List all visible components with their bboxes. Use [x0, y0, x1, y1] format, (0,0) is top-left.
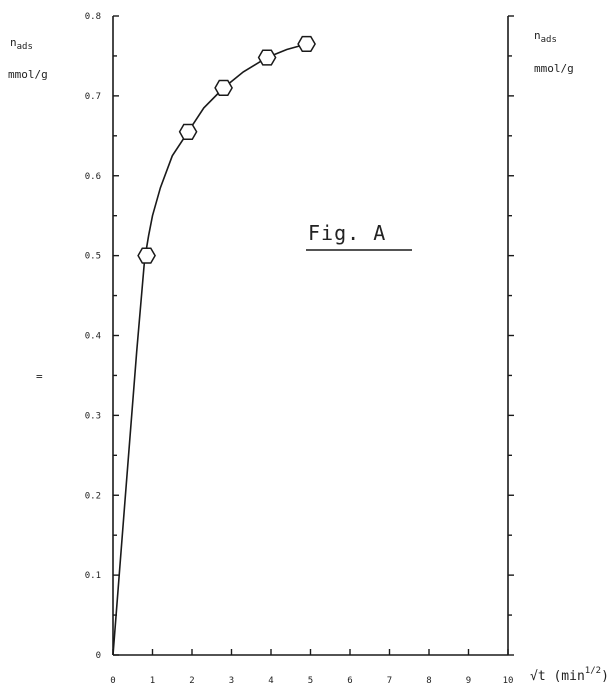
x-tick-label: 5 — [308, 676, 313, 685]
x-tick-label: 10 — [503, 676, 514, 685]
y-ticks-right — [508, 15, 514, 656]
data-point — [178, 123, 198, 140]
x-tick-label: 1 — [150, 676, 155, 685]
x-tick-label: 2 — [189, 676, 194, 685]
y-label-right-main: n — [534, 29, 541, 42]
y-tick-label: 0 — [96, 651, 101, 661]
y-label-right-sub: ads — [541, 35, 557, 45]
x-label-prefix: √t (min — [530, 669, 585, 684]
data-point — [297, 35, 316, 53]
x-tick-label: 7 — [387, 676, 392, 685]
y-tick-label: 0.2 — [85, 491, 101, 501]
y-tick-label: 0.8 — [85, 12, 101, 22]
x-tick-label: 0 — [110, 676, 115, 685]
y-axis-unit-right: mmol/g — [534, 62, 574, 75]
x-tick-label: 9 — [466, 676, 471, 685]
y-tick-label: 0.6 — [85, 172, 101, 182]
x-tick-label: 6 — [347, 676, 352, 685]
x-tick-label: 4 — [268, 676, 273, 685]
y-label-left-sub: ads — [17, 42, 33, 52]
y-label-left-main: n — [10, 36, 17, 49]
data-point — [214, 79, 233, 96]
x-axis-label: √t (min1/2) — [530, 666, 609, 684]
y-tick-label: 0.4 — [85, 332, 101, 342]
x-label-suffix: ) — [601, 669, 609, 684]
y-tick-label: 0.3 — [85, 411, 101, 421]
y-axis-label-right: nads — [534, 29, 557, 45]
y-tick-label: 0.1 — [85, 571, 101, 581]
stray-mark: = — [36, 370, 43, 383]
data-points — [137, 35, 316, 264]
x-tick-label: 8 — [426, 676, 431, 685]
y-tick-label: 0.5 — [85, 252, 101, 262]
x-tick-label: 3 — [229, 676, 234, 685]
x-label-superscript: 1/2 — [585, 666, 601, 676]
y-ticks-left: 0 0.1 0.2 0.3 0.4 0.5 0.6 0.7 0.8 — [85, 12, 119, 661]
fit-curve — [112, 43, 307, 656]
y-axis-label-left: nads — [10, 36, 33, 52]
y-axis-unit-left: mmol/g — [8, 68, 48, 81]
y-tick-label: 0.7 — [85, 92, 101, 102]
data-point — [137, 247, 156, 264]
chart-title: Fig. A — [308, 221, 386, 245]
data-point — [257, 49, 277, 66]
